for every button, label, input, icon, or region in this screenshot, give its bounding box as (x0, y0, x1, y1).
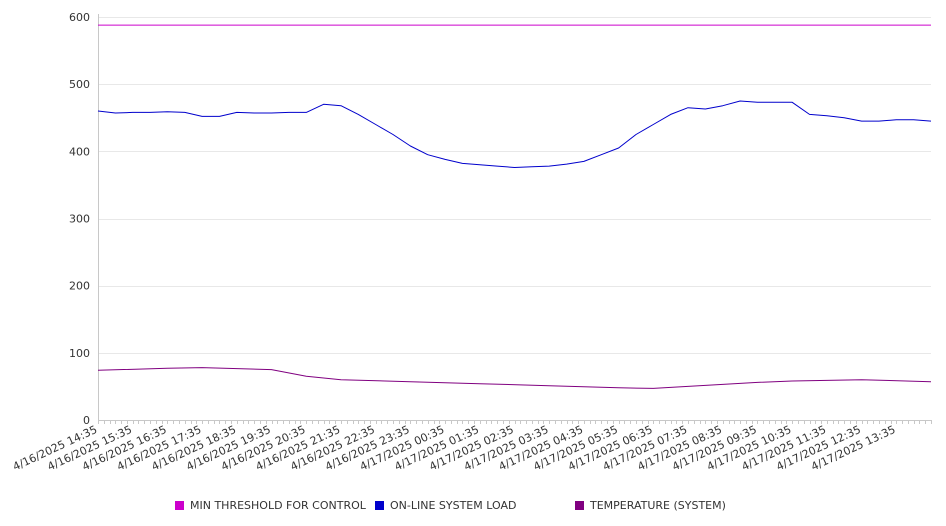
series-lines (97, 24, 932, 389)
y-tick-label: 0 (83, 414, 90, 427)
legend-label: MIN THRESHOLD FOR CONTROL (190, 499, 367, 512)
legend-swatch (575, 501, 584, 510)
legend-label: ON-LINE SYSTEM LOAD (390, 499, 516, 512)
axes (98, 14, 932, 424)
x-axis-tick-labels: 4/16/2025 14:354/16/2025 15:354/16/2025 … (11, 423, 898, 473)
y-axis-tick-labels: 0 100 200 300 400 500 600 (69, 11, 90, 427)
y-tick-label: 200 (69, 280, 90, 293)
y-tick-label: 100 (69, 347, 90, 360)
y-tick-label: 400 (69, 145, 90, 158)
series-line-2 (97, 100, 932, 168)
gridlines (98, 17, 931, 354)
y-tick-label: 600 (69, 11, 90, 24)
legend: MIN THRESHOLD FOR CONTROL ON-LINE SYSTEM … (175, 499, 726, 512)
y-tick-label: 500 (69, 78, 90, 91)
y-tick-label: 300 (69, 213, 90, 226)
legend-swatch (375, 501, 384, 510)
series-line-3 (97, 367, 932, 389)
legend-swatch (175, 501, 184, 510)
legend-label: TEMPERATURE (SYSTEM) (589, 499, 726, 512)
